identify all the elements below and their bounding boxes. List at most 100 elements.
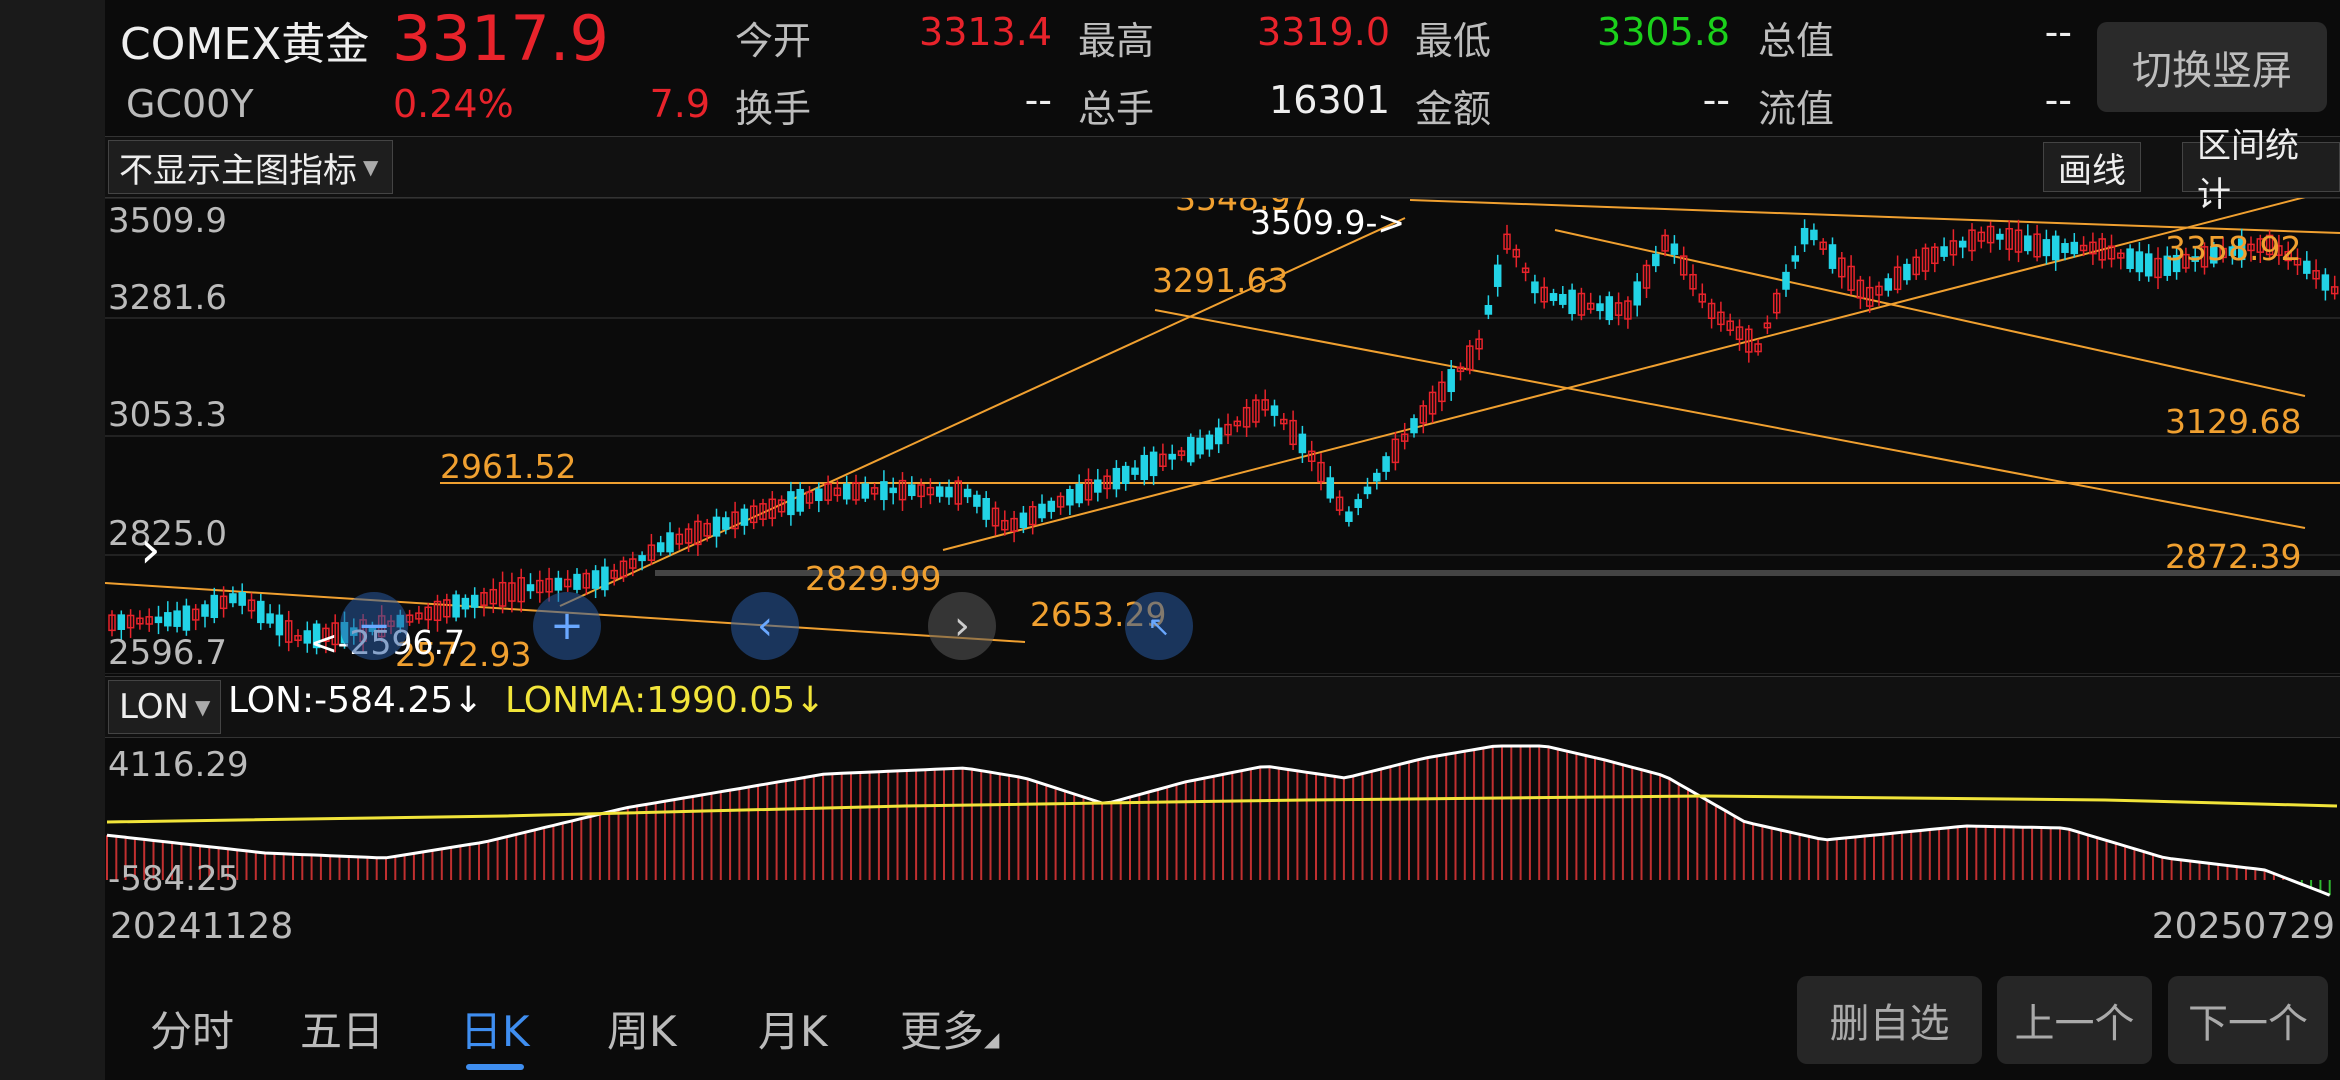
candle-body	[842, 483, 851, 500]
candle-body	[2200, 246, 2209, 268]
tab-daily-k[interactable]: 日K	[460, 1007, 530, 1056]
tab-monthly-k[interactable]: 月K	[758, 1007, 828, 1056]
candle-body	[889, 487, 897, 494]
candle-body	[2107, 245, 2116, 260]
candle-body	[591, 570, 600, 589]
candle-body	[2182, 253, 2190, 269]
left-edge-panel	[0, 0, 105, 1080]
candle-body	[1521, 267, 1530, 274]
candle-body	[861, 483, 870, 499]
active-tab-indicator	[466, 1064, 524, 1070]
candle-body	[2219, 247, 2227, 259]
candle-body	[1233, 420, 1242, 427]
amount-value: --	[1702, 78, 1730, 122]
tab-more[interactable]: 更多◢	[900, 998, 999, 1059]
candle-body	[1084, 479, 1093, 501]
move-right-button[interactable]: ›	[928, 592, 996, 660]
candle-body	[1224, 423, 1232, 436]
move-left-button[interactable]: ‹	[731, 592, 799, 660]
candle-body	[1214, 427, 1223, 445]
candle-body	[1763, 322, 1772, 329]
annotation-3548: 3548.97	[1175, 198, 1311, 218]
candle-body	[638, 555, 646, 562]
collapse-arrow-icon: ↖	[1147, 609, 1171, 643]
candle-body	[1819, 241, 1827, 250]
candle-body	[740, 508, 749, 526]
delete-watchlist-button[interactable]: 删自选	[1797, 976, 1982, 1064]
main-indicator-select[interactable]: 不显示主图指标 ▼	[108, 140, 394, 194]
scroll-indicator[interactable]	[655, 570, 2340, 576]
lon-indicator-chart[interactable]: 4116.29 -584.25	[105, 738, 2340, 898]
candle-body	[1865, 286, 1874, 307]
candle-body	[1782, 271, 1790, 290]
tab-weekly-k[interactable]: 周K	[607, 1007, 677, 1056]
expand-chevron-icon[interactable]: ›	[140, 520, 161, 580]
candle-body	[935, 486, 944, 497]
annotation-3358: 3358.92	[2165, 229, 2301, 268]
tab-intraday[interactable]: 分时	[150, 1007, 235, 1056]
candle-body	[2312, 270, 2320, 280]
candle-body	[1177, 450, 1186, 456]
range-stats-button[interactable]: 区间统计	[2182, 126, 2340, 215]
candle-body	[656, 542, 665, 553]
candle-body	[1438, 381, 1446, 403]
candle-body	[1298, 433, 1307, 454]
volume-label: 总手	[1078, 87, 1155, 131]
candle-body	[1326, 477, 1335, 499]
open-label: 今开	[735, 19, 812, 63]
candle-body	[1373, 472, 1381, 482]
candle-body	[619, 560, 628, 578]
candle-body	[322, 627, 330, 642]
candle-body	[1893, 266, 1902, 291]
lon-y-top: 4116.29	[108, 745, 249, 785]
candle-body	[498, 581, 507, 607]
candle-body	[1075, 483, 1083, 504]
annotation-3291: 3291.63	[1152, 261, 1288, 300]
minus-icon: −	[357, 603, 391, 649]
candle-body	[1549, 293, 1558, 302]
candle-body	[684, 528, 693, 544]
candle-body	[1596, 303, 1604, 312]
candle-body	[1791, 255, 1800, 262]
candle-body	[1903, 263, 1911, 281]
candle-body	[1056, 495, 1065, 508]
main-chart-toolbar	[105, 136, 2340, 198]
candle-body	[898, 479, 907, 501]
zoom-in-button[interactable]: +	[533, 592, 601, 660]
annotation-2872: 2872.39	[2165, 537, 2301, 576]
previous-button[interactable]: 上一个	[1997, 976, 2152, 1064]
candle-body	[1354, 499, 1362, 508]
candle-body	[647, 544, 656, 561]
candle-body	[508, 582, 516, 602]
tab-five-day[interactable]: 五日	[300, 1007, 385, 1056]
draw-line-button[interactable]: 画线	[2043, 142, 2141, 192]
candle-body	[303, 630, 312, 644]
candle-body	[1949, 240, 1958, 256]
trend-line	[1409, 199, 2340, 234]
lon-y-bottom: -584.25	[108, 859, 239, 898]
candle-body	[768, 498, 777, 519]
lon-bars	[106, 746, 2331, 896]
sub-chart-header	[105, 676, 2340, 738]
candle-body	[173, 610, 181, 627]
candle-body	[517, 577, 525, 603]
candle-body	[1187, 436, 1195, 463]
reset-button[interactable]: ↖	[1125, 592, 1193, 660]
candle-body	[1252, 399, 1260, 423]
zoom-out-button[interactable]: −	[340, 592, 408, 660]
trend-line	[942, 198, 2306, 551]
sub-indicator-select[interactable]: LON ▼	[108, 680, 222, 734]
corner-arrow-icon: ◢	[984, 1027, 1000, 1051]
candle-body	[1512, 248, 1521, 258]
candlestick-chart[interactable]: 3509.9 3281.6 3053.3 2825.0 2596.7 3548.…	[105, 198, 2340, 674]
open-value: 3313.4	[919, 10, 1052, 54]
candle-body	[1652, 253, 1660, 267]
candle-body	[1875, 285, 1883, 296]
switch-portrait-button[interactable]: 切换竖屏	[2097, 22, 2327, 112]
candle-body	[136, 617, 144, 625]
candle-body	[1140, 454, 1149, 481]
next-button[interactable]: 下一个	[2168, 976, 2328, 1064]
candle-body	[1289, 419, 1297, 446]
candle-body	[480, 592, 488, 606]
candle-body	[749, 505, 758, 524]
